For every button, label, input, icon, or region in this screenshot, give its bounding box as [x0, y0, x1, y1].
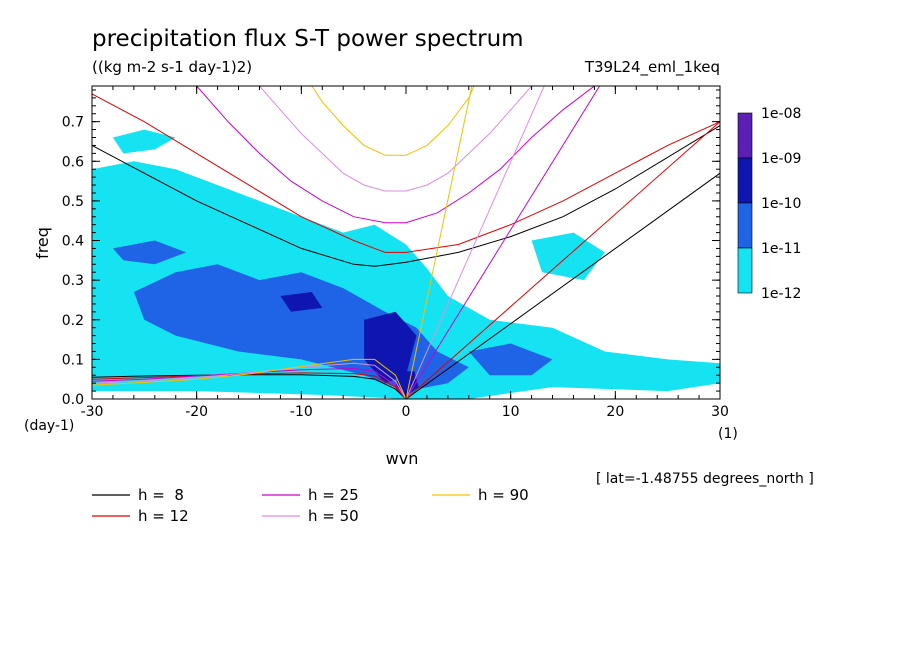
- colorbar-label: 1e-10: [761, 196, 801, 212]
- dispersion-curves: [92, 86, 720, 399]
- chart-title: precipitation flux S-T power spectrum: [92, 26, 524, 52]
- legend-label: h = 90: [478, 486, 529, 504]
- colorbar-swatch-3: [737, 247, 753, 294]
- curve-h12-ig: [92, 93, 720, 253]
- colorbar-swatch-1: [737, 157, 753, 204]
- x-tick-label: -30: [81, 404, 104, 420]
- x-tick-label: -10: [290, 404, 313, 420]
- colorbar-label: 1e-12: [761, 286, 801, 302]
- legend-label: h = 50: [308, 507, 359, 525]
- colorbar-swatch-0: [737, 112, 753, 159]
- colorbar: 1e-08 1e-09 1e-10 1e-11 1e-12: [737, 106, 801, 302]
- curve-h8-kelvin: [405, 172, 720, 399]
- y-tick-label: 0.5: [62, 194, 84, 210]
- y-tick-label: 0.2: [62, 313, 84, 329]
- x-unit-label: (1): [718, 426, 738, 442]
- y-tick-label: 0.7: [62, 115, 84, 131]
- curve-h90-er: [92, 358, 407, 399]
- x-tick-label: -20: [185, 404, 208, 420]
- plot-area: -30 -20 -10 0 10 20 30 0.0 0.1 0.2 0.3 0.4 0.5 0.6 0.7: [62, 85, 729, 420]
- colorbar-label: 1e-08: [761, 106, 801, 122]
- curve-h50-ig: [259, 86, 533, 192]
- curve-h8-er: [92, 374, 407, 399]
- x-tick-label: 10: [502, 404, 520, 420]
- lat-annotation: [ lat=-1.48755 degrees_north ]: [596, 471, 814, 487]
- curve-h50-er: [92, 362, 407, 399]
- x-axis-label: wvn: [386, 449, 419, 468]
- y-tick-label: 0.0: [62, 392, 84, 408]
- y-tick-label: 0.4: [62, 234, 84, 250]
- legend: h = 8 h = 12 h = 25 h = 50 h = 90: [92, 486, 529, 525]
- run-label: T39L24_eml_1keq: [584, 58, 720, 77]
- x-tick-label: 20: [606, 404, 624, 420]
- y-axis-label: freq: [33, 227, 52, 259]
- chart-subtitle: ((kg m-2 s-1 day-1)2): [92, 58, 252, 76]
- shading-region-7: [280, 292, 323, 312]
- shading-region-4: [112, 240, 187, 265]
- colorbar-label: 1e-09: [761, 151, 801, 167]
- curve-h90-kelvin: [405, 86, 473, 399]
- axis-ticks: -30 -20 -10 0 10 20 30 0.0 0.1 0.2 0.3 0.4 0.5 0.6 0.7: [62, 86, 729, 420]
- curve-h50-kelvin: [405, 86, 545, 399]
- x-tick-label: 30: [711, 404, 729, 420]
- curve-h25-ig: [196, 86, 595, 224]
- shading-region-5: [468, 343, 553, 376]
- curve-h8-ig: [92, 125, 720, 267]
- legend-label: h = 12: [138, 507, 189, 525]
- power-shading: [92, 129, 720, 399]
- legend-label: h = 25: [308, 486, 359, 504]
- y-tick-label: 0.6: [62, 154, 84, 170]
- shading-region-1: [112, 129, 176, 154]
- y-tick-label: 0.1: [62, 352, 84, 368]
- x-tick-label: 0: [402, 404, 411, 420]
- curve-h25-er: [92, 367, 407, 399]
- colorbar-label: 1e-11: [761, 241, 801, 257]
- shading-region-6: [364, 311, 417, 384]
- curve-h12-er: [92, 372, 407, 399]
- colorbar-swatch-2: [737, 202, 753, 249]
- curve-h12-kelvin: [405, 121, 720, 399]
- legend-label: h = 8: [138, 486, 184, 504]
- curve-h25-kelvin: [405, 86, 601, 399]
- y-tick-label: 0.3: [62, 273, 84, 289]
- curve-h90-ig: [311, 86, 475, 156]
- y-unit-label: (day-1): [24, 418, 74, 434]
